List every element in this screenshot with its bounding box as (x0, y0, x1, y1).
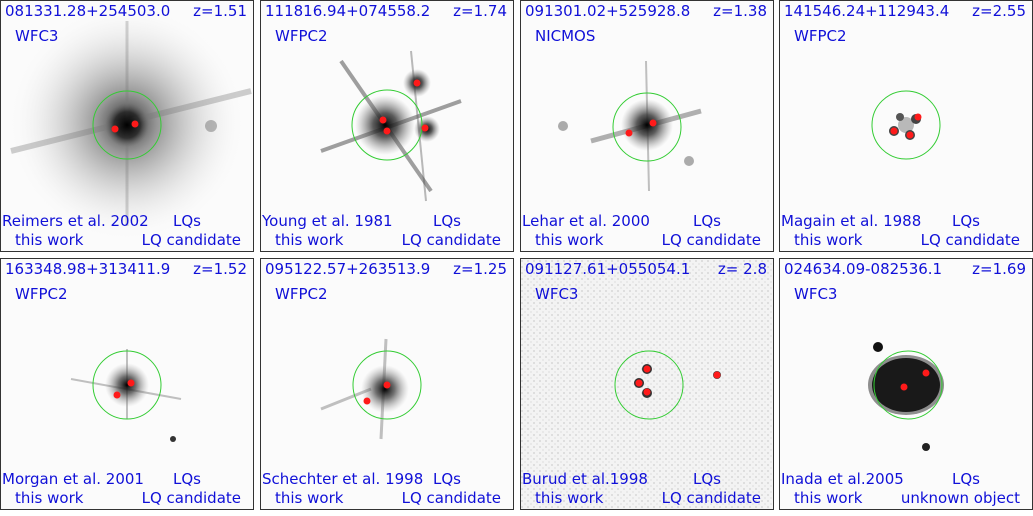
status-label: LQ candidate (661, 231, 761, 249)
panel-095122: 095122.57+263513.9 z=1.25 WFPC2 Schechte… (260, 258, 514, 510)
this-work-label: this work (535, 489, 604, 507)
panel-091127: 091127.61+055054.1 z= 2.8 WFC3 Burud et … (520, 258, 774, 510)
status-label: LQ candidate (141, 489, 241, 507)
status-label: unknown object (900, 489, 1020, 507)
this-work-label: this work (275, 231, 344, 249)
instrument: WFPC2 (794, 27, 847, 45)
object-name: 095122.57+263513.9 (265, 260, 431, 278)
quasar-image (7, 3, 252, 243)
status-label: LQ candidate (661, 489, 761, 507)
status-label: LQ candidate (401, 489, 501, 507)
this-work-label: this work (794, 489, 863, 507)
reference: Inada et al.2005 (781, 470, 904, 488)
object-name: 091301.02+525928.8 (525, 2, 691, 20)
lq-label: LQs (173, 470, 201, 488)
object-name: 111816.94+074558.2 (265, 2, 431, 20)
reference: Schechter et al. 1998 (262, 470, 424, 488)
instrument: NICMOS (535, 27, 596, 45)
status-label: LQ candidate (401, 231, 501, 249)
lq-label: LQs (952, 470, 980, 488)
panel-163348: 163348.98+313411.9 z=1.52 WFPC2 Morgan e… (0, 258, 254, 510)
quasar-image (320, 50, 462, 202)
this-work-label: this work (535, 231, 604, 249)
panel-091301: 091301.02+525928.8 z=1.38 NICMOS Lehar e… (520, 0, 774, 252)
object-name: 163348.98+313411.9 (5, 260, 171, 278)
object-name: 081331.28+254503.0 (5, 2, 171, 20)
panel-081331: 081331.28+254503.0 z=1.51 WFC3 Reimers e… (0, 0, 254, 252)
lq-label: LQs (952, 212, 980, 230)
redshift: z=1.69 (972, 260, 1026, 278)
panel-024634: 024634.09-082536.1 z=1.69 WFC3 Inada et … (779, 258, 1033, 510)
status-label: LQ candidate (920, 231, 1020, 249)
status-label: LQ candidate (141, 231, 241, 249)
lq-label: LQs (173, 212, 201, 230)
instrument: WFPC2 (275, 285, 328, 303)
this-work-label: this work (15, 489, 84, 507)
instrument: WFPC2 (275, 27, 328, 45)
this-work-label: this work (794, 231, 863, 249)
instrument: WFC3 (535, 285, 579, 303)
instrument: WFC3 (15, 27, 59, 45)
reference: Young et al. 1981 (262, 212, 393, 230)
quasar-image (558, 60, 702, 192)
lq-label: LQs (693, 212, 721, 230)
this-work-label: this work (275, 489, 344, 507)
quasar-image (70, 349, 182, 442)
quasar-image (871, 90, 941, 160)
lq-label: LQs (433, 470, 461, 488)
quasar-image (521, 259, 773, 509)
quasar-image (320, 338, 422, 440)
redshift: z=1.38 (713, 2, 767, 20)
panel-111816: 111816.94+074558.2 z=1.74 WFPC2 Young et… (260, 0, 514, 252)
reference: Lehar et al. 2000 (522, 212, 650, 230)
lq-label: LQs (433, 212, 461, 230)
instrument: WFC3 (794, 285, 838, 303)
object-name: 141546.24+112943.4 (784, 2, 950, 20)
panel-141546: 141546.24+112943.4 z=2.55 WFPC2 Magain e… (779, 0, 1033, 252)
redshift: z=1.51 (193, 2, 247, 20)
quasar-image (868, 342, 944, 451)
redshift: z=2.55 (972, 2, 1026, 20)
this-work-label: this work (15, 231, 84, 249)
reference: Morgan et al. 2001 (2, 470, 144, 488)
redshift: z= 2.8 (717, 260, 767, 278)
instrument: WFPC2 (15, 285, 68, 303)
reference: Reimers et al. 2002 (2, 212, 149, 230)
lq-label: LQs (693, 470, 721, 488)
redshift: z=1.74 (453, 2, 507, 20)
object-name: 024634.09-082536.1 (784, 260, 943, 278)
redshift: z=1.52 (193, 260, 247, 278)
reference: Magain et al. 1988 (781, 212, 922, 230)
object-name: 091127.61+055054.1 (525, 260, 691, 278)
redshift: z=1.25 (453, 260, 507, 278)
reference: Burud et al.1998 (522, 470, 648, 488)
